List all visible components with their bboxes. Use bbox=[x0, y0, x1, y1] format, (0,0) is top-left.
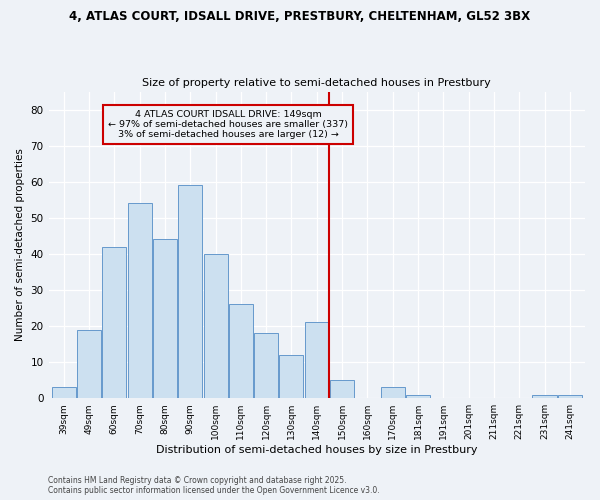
Bar bbox=[380, 388, 405, 398]
Bar bbox=[229, 304, 253, 398]
Bar bbox=[153, 240, 177, 398]
Text: 4 ATLAS COURT IDSALL DRIVE: 149sqm
← 97% of semi-detached houses are smaller (33: 4 ATLAS COURT IDSALL DRIVE: 149sqm ← 97%… bbox=[108, 110, 348, 140]
Bar bbox=[330, 380, 354, 398]
Bar bbox=[532, 394, 557, 398]
Bar bbox=[103, 246, 127, 398]
Bar bbox=[203, 254, 227, 398]
Y-axis label: Number of semi-detached properties: Number of semi-detached properties bbox=[15, 148, 25, 342]
Text: Contains HM Land Registry data © Crown copyright and database right 2025.
Contai: Contains HM Land Registry data © Crown c… bbox=[48, 476, 380, 495]
Bar bbox=[406, 394, 430, 398]
Bar bbox=[77, 330, 101, 398]
Bar bbox=[254, 334, 278, 398]
Bar bbox=[128, 204, 152, 398]
Bar bbox=[558, 394, 582, 398]
Bar bbox=[178, 186, 202, 398]
X-axis label: Distribution of semi-detached houses by size in Prestbury: Distribution of semi-detached houses by … bbox=[156, 445, 478, 455]
Text: 4, ATLAS COURT, IDSALL DRIVE, PRESTBURY, CHELTENHAM, GL52 3BX: 4, ATLAS COURT, IDSALL DRIVE, PRESTBURY,… bbox=[70, 10, 530, 23]
Bar bbox=[305, 322, 329, 398]
Title: Size of property relative to semi-detached houses in Prestbury: Size of property relative to semi-detach… bbox=[142, 78, 491, 88]
Bar bbox=[52, 388, 76, 398]
Bar bbox=[280, 355, 304, 398]
